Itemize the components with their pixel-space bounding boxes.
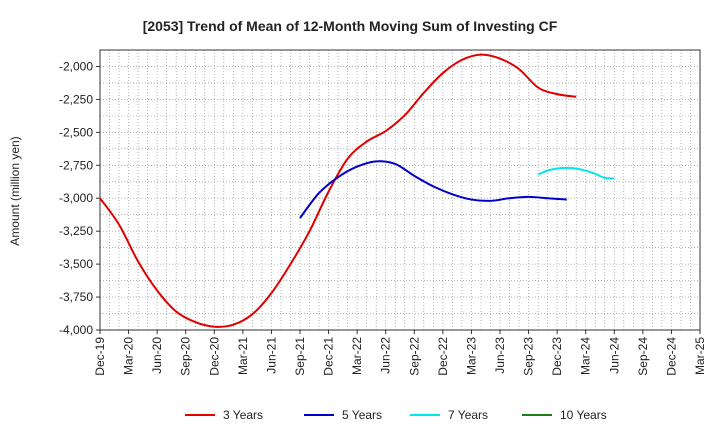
legend-label-3-years: 3 Years [223,408,263,422]
y-tick-label: -3,750 [59,290,93,304]
gridlines [100,50,700,330]
legend-label-7-years: 7 Years [448,408,488,422]
y-axis-label: Amount (million yen) [8,136,22,245]
y-tick-label: -2,750 [59,158,93,172]
x-tick-label: Jun-22 [379,337,393,374]
x-tick-label: Mar-24 [579,337,593,375]
x-tick-label: Dec-24 [664,337,678,376]
chart-title: [2053] Trend of Mean of 12-Month Moving … [143,18,558,34]
x-tick-label: Jun-24 [607,337,621,374]
y-tick-label: -3,250 [59,224,93,238]
x-tick-label: Dec-22 [436,337,450,376]
y-tick-label: -2,250 [59,92,93,106]
x-tick-label: Dec-19 [93,337,107,376]
y-tick-label: -2,500 [59,125,93,139]
y-tick-label: -3,500 [59,257,93,271]
x-tick-label: Mar-21 [236,337,250,375]
x-tick-label: Sep-23 [522,337,536,376]
legend: 3 Years 5 Years 7 Years 10 Years [185,408,607,422]
series-line-7-years [537,166,615,180]
legend-label-10-years: 10 Years [560,408,607,422]
x-tick-label: Sep-21 [293,337,307,376]
x-tick-label: Mar-25 [693,337,707,375]
x-tick-label: Mar-23 [464,337,478,375]
y-tick-label: -2,000 [59,59,93,73]
x-tick-label: Sep-24 [636,337,650,376]
series-lines [99,53,615,328]
x-tick-label: Mar-22 [350,337,364,375]
x-tick-label: Mar-20 [122,337,136,375]
x-tick-label: Dec-23 [550,337,564,376]
x-tick-label: Jun-20 [150,337,164,374]
legend-label-5-years: 5 Years [342,408,382,422]
series-line-5-years [299,160,567,219]
x-tick-label: Sep-22 [407,337,421,376]
x-tick-label: Dec-21 [322,337,336,376]
x-axis-ticks: Dec-19 Mar-20 Jun-20 Sep-20 Dec-20 Mar-21 Jun-… [93,330,707,376]
x-tick-label: Jun-23 [493,337,507,374]
y-tick-label: -4,000 [59,323,93,337]
x-tick-label: Jun-21 [264,337,278,374]
x-tick-label: Dec-20 [207,337,221,376]
series-line-3-years [99,53,577,328]
plot-area [99,49,701,331]
x-tick-label: Sep-20 [179,337,193,376]
y-tick-label: -3,000 [59,191,93,205]
y-axis-ticks: -2,000 -2,250 -2,500 -2,750 -3,000 -3,250 -3,5… [59,59,100,337]
